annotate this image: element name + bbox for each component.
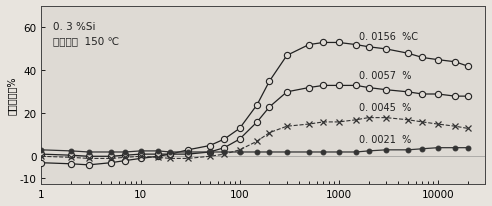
Text: 0. 0021  %: 0. 0021 %: [359, 135, 411, 144]
Text: 0. 3 %Si
时效温度  150 ℃: 0. 3 %Si 时效温度 150 ℃: [53, 22, 119, 46]
Y-axis label: 磁损增加／%: 磁损增加／%: [7, 76, 17, 115]
Text: 0. 0045  %: 0. 0045 %: [359, 102, 411, 112]
Text: 0. 0057  %: 0. 0057 %: [359, 70, 411, 80]
Text: 0. 0156  %C: 0. 0156 %C: [359, 32, 418, 42]
